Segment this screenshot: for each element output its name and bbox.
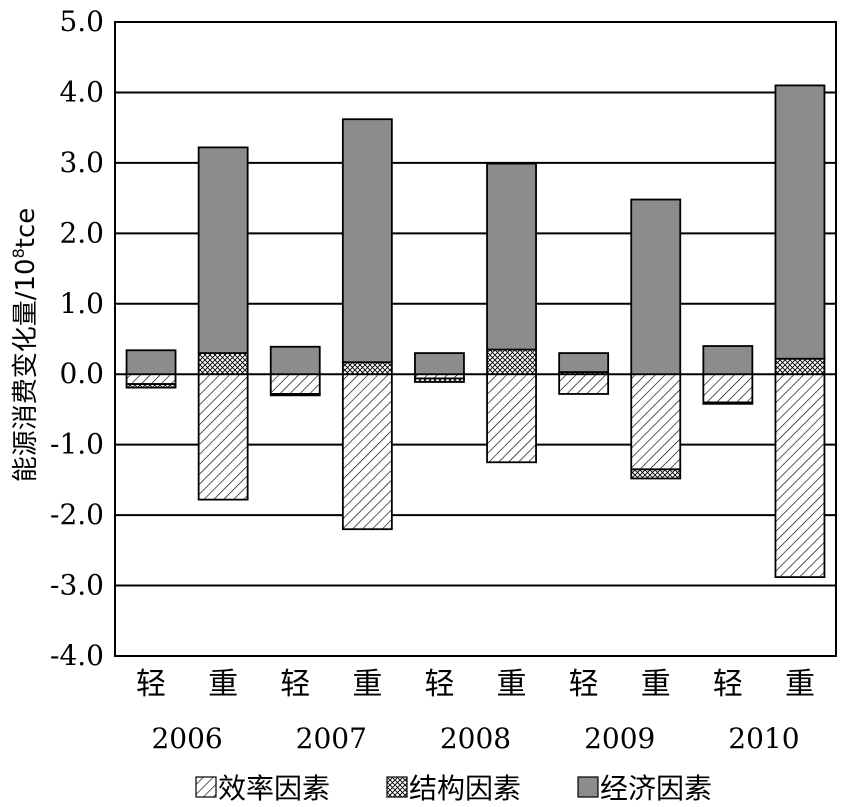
bars: [125, 84, 826, 579]
bar-segment: [269, 345, 321, 376]
y-axis-title-text: 能源消费变化量/10: [11, 258, 41, 482]
plot-frame: [114, 21, 837, 657]
bar-segment: [341, 373, 393, 531]
x-category-label: 轻: [569, 667, 599, 702]
bar-segment: [702, 373, 754, 404]
y-axis-title-unit: tce: [11, 208, 41, 249]
x-category-labels: 轻重轻重轻重轻重轻重: [136, 667, 815, 702]
y-tick-label: 5.0: [59, 5, 104, 38]
x-category-label: 重: [352, 667, 382, 702]
y-tick-label: 1.0: [59, 287, 104, 320]
x-year-label: 2007: [296, 722, 367, 755]
bar-segment: [486, 348, 537, 376]
y-tick-label: 2.0: [59, 216, 104, 249]
x-category-label: 重: [497, 667, 527, 702]
bar-segment: [558, 373, 610, 395]
bar-segment: [269, 373, 321, 395]
bar-segment: [630, 373, 682, 471]
y-axis-title: 能源消费变化量/108tce: [9, 208, 41, 483]
y-tick-label: 4.0: [59, 75, 104, 108]
bar-segment: [702, 401, 754, 405]
y-tick-label: 3.0: [59, 146, 104, 179]
bar-segment: [125, 349, 177, 376]
y-tick-label: -2.0: [50, 498, 104, 531]
y-tick-label: -4.0: [50, 639, 104, 672]
x-category-label: 轻: [136, 667, 166, 702]
legend-swatch: [386, 776, 408, 798]
bar-segment: [341, 118, 393, 364]
y-tick-label: -3.0: [50, 569, 104, 602]
y-tick-label: -1.0: [50, 428, 104, 461]
bar-segment: [197, 373, 249, 501]
bar-segment: [774, 84, 826, 360]
x-year-label: 2008: [440, 722, 511, 755]
bar-segment: [486, 162, 537, 351]
x-category-label: 重: [641, 667, 671, 702]
bar-segment: [197, 146, 249, 354]
bar-segment: [125, 383, 177, 389]
bar-segment: [341, 361, 393, 376]
bar-segment: [125, 373, 177, 385]
y-tick-labels: 5.0 4.0 3.0 2.0 1.0 0.0 -1.0 -2.0 -3.0 -4.0: [50, 5, 104, 672]
bar-segment: [486, 373, 537, 464]
legend: 效率因素 结构因素 经济因素: [195, 772, 712, 805]
bar-segment: [702, 345, 754, 376]
x-category-label: 轻: [424, 667, 454, 702]
legend-label: 效率因素: [218, 772, 330, 805]
x-category-label: 轻: [280, 667, 310, 702]
x-year-label: 2009: [584, 722, 655, 755]
y-axis-title-superscript: 8: [9, 248, 28, 258]
legend-swatch: [195, 776, 217, 798]
x-category-label: 重: [785, 667, 815, 702]
x-category-label: 轻: [713, 667, 743, 702]
legend-label: 结构因素: [409, 772, 521, 805]
bar-segment: [414, 352, 465, 376]
bar-segment: [414, 377, 465, 383]
bar-segment: [269, 393, 321, 397]
bar-segment: [630, 468, 682, 480]
bar-segment: [197, 352, 249, 376]
bar-segment: [774, 373, 826, 579]
x-year-label: 2010: [728, 722, 799, 755]
bar-segment: [630, 198, 682, 376]
bar-segment: [774, 357, 826, 376]
legend-label: 经济因素: [600, 772, 712, 805]
x-year-labels: 2006 2007 2008 2009 2010: [151, 722, 799, 755]
legend-swatch: [577, 776, 599, 798]
y-tick-label: 0.0: [59, 357, 104, 390]
x-category-label: 重: [208, 667, 238, 702]
bar-segment: [558, 352, 610, 374]
x-year-label: 2006: [151, 722, 222, 755]
